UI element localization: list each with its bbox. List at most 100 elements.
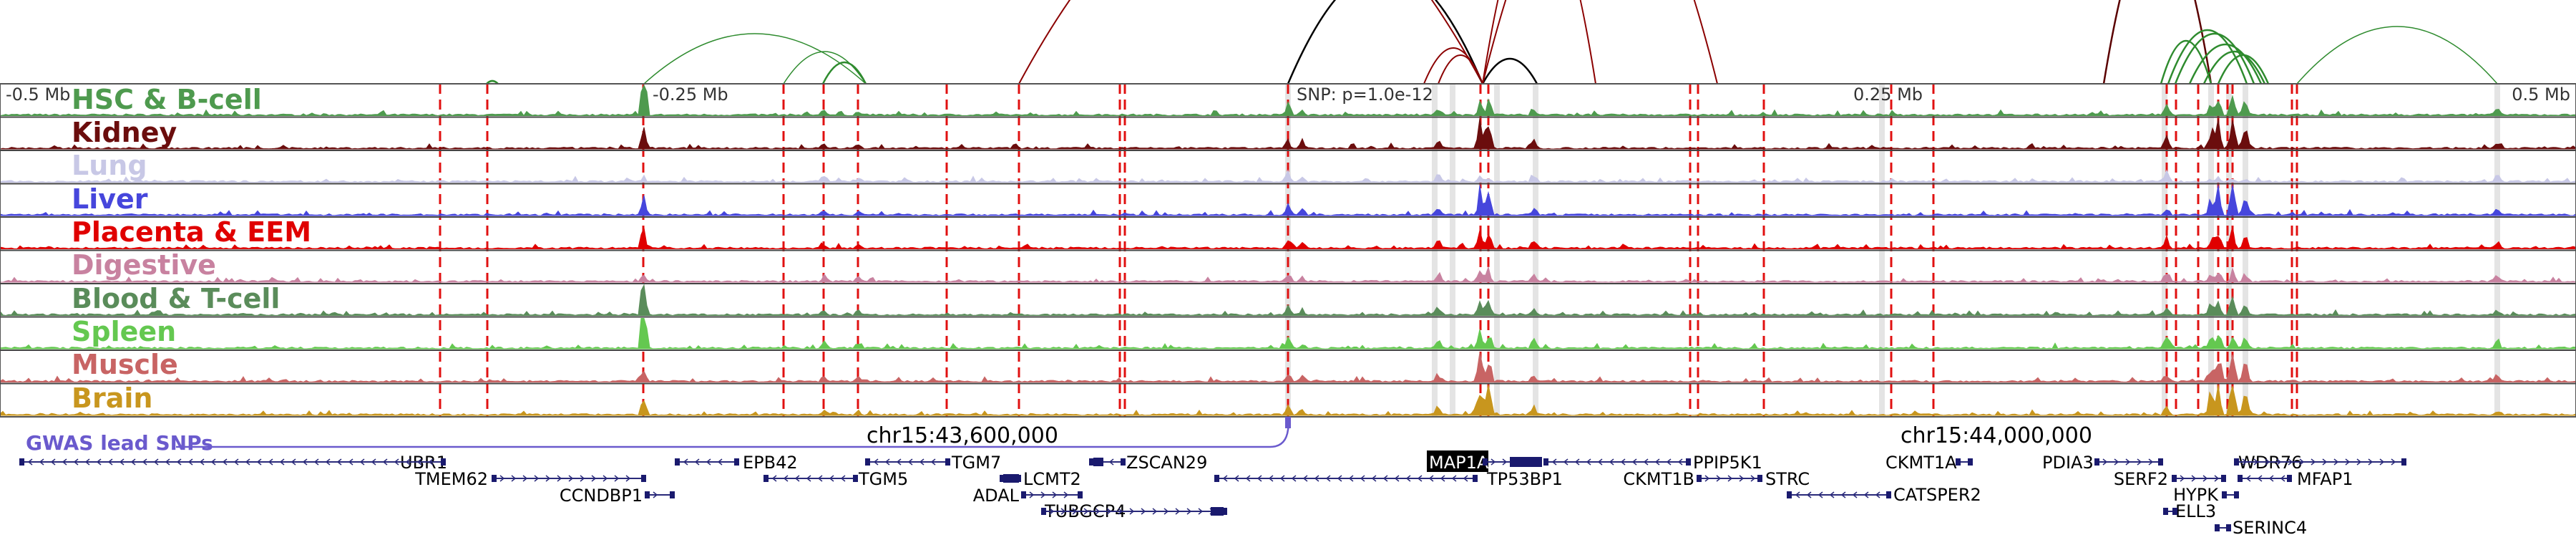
gene-strand-arrow — [233, 458, 239, 466]
gene-strand-arrow — [199, 458, 205, 466]
gene-label-tp53bp1: TP53BP1 — [1486, 469, 1563, 489]
track-label-liver: Liver — [72, 183, 148, 215]
gene-strand-arrow — [1597, 458, 1603, 466]
gene-strand-arrow — [653, 491, 658, 498]
gene-model-exon — [1956, 458, 1961, 466]
gene-model-exon — [2163, 508, 2168, 515]
gene-strand-arrow — [153, 458, 159, 466]
gene-strand-arrow — [683, 458, 688, 466]
gene-strand-arrow — [382, 458, 388, 466]
chromatin-loop-arc — [1287, 0, 1484, 85]
gene-label-mfap1: MFAP1 — [2297, 469, 2353, 489]
gene-label-ppip5k1: PPIP5K1 — [1693, 453, 1762, 473]
gene-strand-arrow — [2265, 458, 2270, 466]
gene-strand-arrow — [873, 458, 879, 466]
gene-strand-arrow — [1222, 475, 1228, 482]
gene-strand-arrow — [1245, 475, 1251, 482]
gene-model-exon — [1211, 507, 1224, 516]
gene-strand-arrow — [2280, 475, 2285, 482]
gene-label-catsper2: CATSPER2 — [1893, 485, 1981, 505]
track-label-brain: Brain — [72, 382, 152, 414]
gene-strand-arrow — [371, 458, 376, 466]
gene-strand-arrow — [1739, 475, 1745, 482]
gene-strand-arrow — [291, 458, 296, 466]
gene-strand-arrow — [96, 458, 102, 466]
gene-label-hypk: HYPK — [2173, 485, 2219, 505]
gene-strand-arrow — [1463, 475, 1468, 482]
gene-label-zscan29: ZSCAN29 — [1126, 453, 1207, 473]
signal-tracks — [0, 84, 2576, 416]
gene-strand-arrow — [2102, 458, 2108, 466]
gene-strand-arrow — [1551, 458, 1557, 466]
gene-strand-arrow — [187, 458, 193, 466]
gene-strand-arrow — [884, 458, 890, 466]
gene-strand-arrow — [1129, 508, 1135, 515]
gene-model-exon — [1222, 508, 1227, 515]
gene-model-exon — [2094, 458, 2099, 466]
gene-strand-arrow — [1875, 491, 1880, 498]
gene-model-exon — [1483, 458, 1488, 466]
gene-strand-arrow — [2288, 458, 2293, 466]
gene-strand-arrow — [2191, 475, 2197, 482]
gene-strand-arrow — [829, 475, 834, 482]
track-label-lung: Lung — [72, 150, 147, 181]
gene-model-exon — [2226, 524, 2231, 531]
gene-strand-arrow — [1118, 508, 1123, 515]
chromatin-loop-arc — [1018, 0, 1483, 85]
gene-strand-arrow — [416, 458, 422, 466]
gene-strand-arrow — [2379, 458, 2385, 466]
gene-label-tmem62: TMEM62 — [414, 469, 488, 489]
gene-strand-arrow — [348, 458, 353, 466]
gene-label-ckmt1a: CKMT1A — [1885, 453, 1957, 473]
gene-model-exon — [1003, 474, 1019, 483]
gene-strand-arrow — [1806, 491, 1812, 498]
track-label-spleen: Spleen — [72, 316, 176, 347]
gene-model-exon — [1093, 458, 1103, 466]
gene-model-exon — [1968, 458, 1973, 466]
gene-strand-arrow — [896, 458, 902, 466]
gene-model-exon — [1543, 458, 1548, 466]
gene-strand-arrow — [1049, 508, 1055, 515]
gene-strand-arrow — [2114, 458, 2119, 466]
chromatin-loops — [486, 0, 2498, 85]
gene-model-exon — [645, 491, 650, 498]
gene-strand-arrow — [1704, 475, 1710, 482]
gene-strand-arrow — [817, 475, 823, 482]
gene-strand-arrow — [2125, 458, 2131, 466]
gene-strand-arrow — [2299, 458, 2305, 466]
gene-strand-arrow — [1818, 491, 1823, 498]
coordinate-label-43600000: chr15:43,600,000 — [867, 423, 1058, 448]
chromatin-loop-arc — [486, 79, 499, 85]
gene-model-exon — [1121, 458, 1126, 466]
axis-label-snp: SNP: p=1.0e-12 — [1297, 85, 1433, 105]
chromatin-loop-arc — [1438, 54, 1483, 85]
gene-strand-arrow — [1654, 458, 1660, 466]
gene-strand-arrow — [336, 458, 342, 466]
gene-strand-arrow — [907, 458, 913, 466]
chromatin-loop-arc — [2102, 0, 2212, 85]
gene-strand-arrow — [2257, 475, 2263, 482]
gene-strand-arrow — [256, 458, 262, 466]
gene-highlight-box — [1427, 450, 1488, 472]
gene-strand-arrow — [245, 458, 250, 466]
gene-strand-arrow — [27, 458, 33, 466]
gene-strand-arrow — [1040, 491, 1046, 498]
gene-model-exon — [492, 475, 497, 482]
gene-model-exon — [2172, 475, 2177, 482]
gene-label-tgm7: TGM7 — [951, 453, 1001, 473]
gene-strand-arrow — [840, 475, 846, 482]
gene-strand-arrow — [50, 458, 56, 466]
chromatin-loop-arc — [1482, 0, 1718, 85]
chromatin-loop-arc — [2217, 54, 2270, 85]
gene-strand-arrow — [2253, 458, 2259, 466]
gene-annotation-track: UBR1 TMEM62 CCNDBP1 EPB42 TGM5 TGM7 LCMT… — [19, 450, 2406, 538]
gene-strand-arrow — [614, 475, 620, 482]
gene-strand-arrow — [2137, 458, 2142, 466]
gene-strand-arrow — [1175, 508, 1181, 515]
gene-strand-arrow — [2311, 458, 2316, 466]
gene-strand-arrow — [1677, 458, 1683, 466]
gene-label-epb42: EPB42 — [743, 453, 798, 473]
gene-model-exon — [1214, 475, 1219, 482]
gene-strand-arrow — [1302, 475, 1308, 482]
